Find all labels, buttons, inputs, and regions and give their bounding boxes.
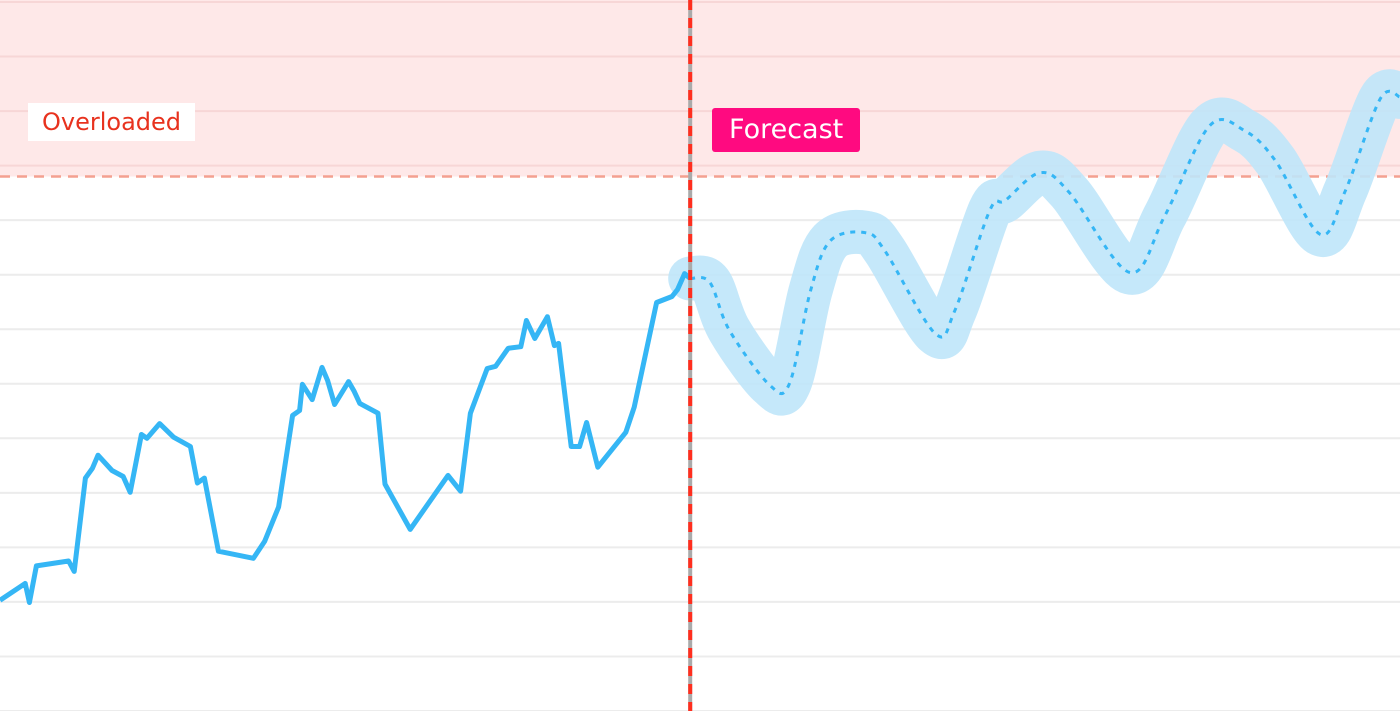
forecast-badge: Forecast: [712, 108, 861, 152]
overloaded-label: Overloaded: [28, 103, 196, 141]
forecast-line: [689, 89, 1400, 396]
overload-zone: [0, 0, 1400, 177]
actual-line: [0, 271, 692, 605]
